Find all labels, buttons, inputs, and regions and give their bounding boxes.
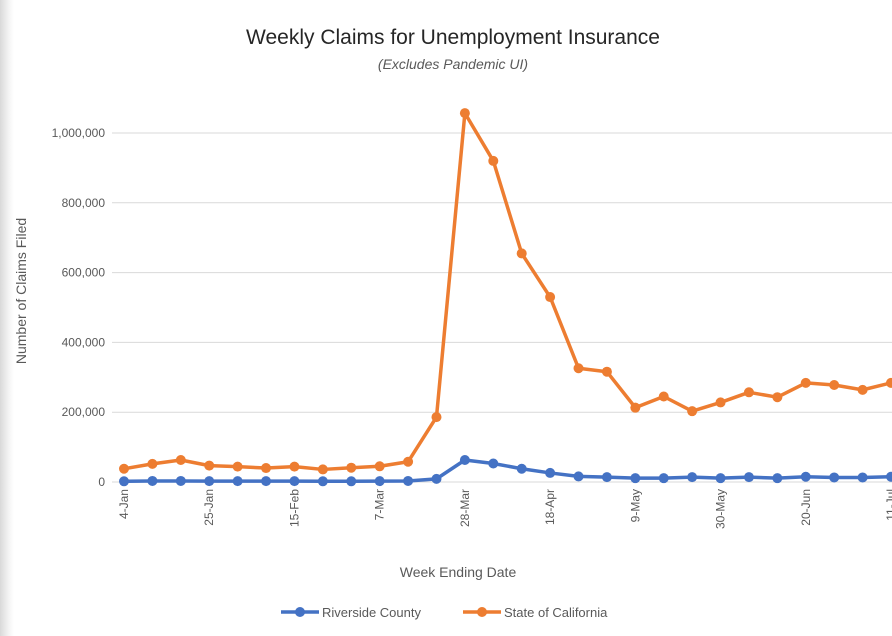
data-point (488, 458, 499, 469)
legend-swatch-marker (295, 607, 305, 617)
y-axis-ticks: 0 200,000 400,000 600,000 800,000 1,000,000 (52, 126, 106, 489)
gridlines (112, 132, 892, 483)
data-point (175, 475, 186, 486)
data-point (289, 461, 300, 472)
legend-item: State of California (463, 605, 608, 620)
data-point (403, 475, 414, 486)
chart-subtitle: (Excludes Pandemic UI) (378, 56, 528, 72)
data-point (658, 391, 669, 402)
data-point (346, 476, 357, 487)
data-point (232, 461, 243, 472)
data-point (687, 406, 698, 417)
x-tick-label: 7-Mar (373, 489, 387, 520)
y-axis-title: Number of Claims Filed (13, 218, 29, 364)
x-tick-label: 18-Apr (543, 489, 557, 525)
legend-swatch-marker (477, 607, 487, 617)
data-point (800, 471, 811, 482)
chart-title: Weekly Claims for Unemployment Insurance (246, 26, 660, 49)
data-point (403, 456, 414, 467)
y-tick-label: 800,000 (62, 196, 106, 210)
data-point (545, 292, 556, 303)
data-point (743, 472, 754, 483)
data-point (573, 471, 584, 482)
data-point (772, 392, 783, 403)
series-lines (119, 108, 892, 487)
legend-item: Riverside County (281, 605, 421, 620)
data-point (119, 476, 129, 487)
x-axis-title: Week Ending Date (400, 564, 517, 580)
x-tick-label: 11-Jul (884, 489, 892, 521)
data-point (715, 473, 726, 484)
data-point (829, 472, 840, 483)
data-point (488, 155, 499, 166)
y-tick-label: 600,000 (62, 266, 106, 280)
data-point (289, 476, 300, 487)
legend-label: State of California (504, 605, 608, 620)
data-point (261, 476, 272, 487)
data-point (800, 377, 811, 388)
data-point (232, 476, 243, 487)
data-point (886, 377, 892, 388)
data-point (431, 473, 442, 484)
series-line (122, 458, 892, 484)
data-point (147, 458, 158, 469)
data-point (204, 476, 215, 487)
x-tick-label: 9-May (628, 489, 642, 522)
data-point (119, 463, 129, 474)
series-riverside-county (119, 455, 892, 487)
data-point (829, 379, 840, 390)
x-axis-ticks: 4-Jan 25-Jan 15-Feb 7-Mar 28-Mar 18-Apr 9-May 3… (117, 489, 892, 529)
data-point (261, 463, 272, 474)
data-point (431, 412, 442, 423)
data-point (573, 363, 584, 374)
data-point (459, 108, 470, 119)
data-point (658, 473, 669, 484)
data-point (147, 475, 158, 486)
x-tick-label: 15-Feb (287, 489, 301, 527)
data-point (346, 462, 357, 473)
data-point (630, 402, 641, 413)
figure-left-shadow (0, 0, 14, 636)
series-state-of-california (119, 108, 892, 475)
data-point (772, 473, 783, 484)
data-point (374, 476, 385, 487)
x-tick-label: 28-Mar (458, 489, 472, 527)
data-point (601, 366, 612, 377)
y-tick-label: 400,000 (62, 335, 106, 349)
data-point (545, 467, 556, 478)
data-point (687, 472, 698, 483)
data-point (715, 397, 726, 408)
data-point (857, 384, 868, 395)
y-tick-label: 200,000 (62, 405, 106, 419)
legend: Riverside County State of California (281, 605, 608, 620)
y-tick-label: 0 (98, 475, 105, 489)
data-point (317, 476, 328, 487)
y-tick-label: 1,000,000 (52, 126, 106, 140)
data-point (204, 460, 215, 471)
data-point (886, 471, 892, 482)
data-point (175, 455, 186, 466)
series-line (122, 111, 892, 472)
data-point (374, 461, 385, 472)
data-point (743, 387, 754, 398)
data-point (317, 464, 328, 475)
data-point (459, 455, 470, 466)
legend-label: Riverside County (322, 605, 421, 620)
x-tick-label: 4-Jan (117, 489, 131, 519)
x-tick-label: 20-Jun (799, 489, 813, 526)
x-tick-label: 30-May (714, 489, 728, 529)
data-point (857, 472, 868, 483)
x-tick-label: 25-Jan (202, 489, 216, 526)
data-point (516, 248, 527, 259)
data-point (630, 473, 641, 484)
data-point (601, 472, 612, 483)
data-point (516, 463, 527, 474)
